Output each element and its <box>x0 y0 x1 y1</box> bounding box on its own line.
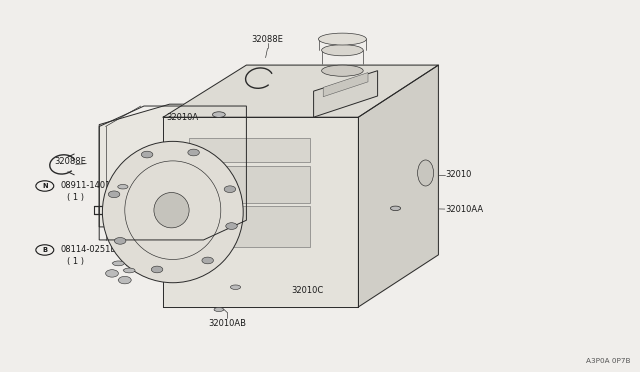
Text: ( 1 ): ( 1 ) <box>67 257 84 266</box>
Text: 32088E: 32088E <box>54 157 86 166</box>
Text: 32010A: 32010A <box>166 113 198 122</box>
Polygon shape <box>189 166 310 203</box>
Circle shape <box>224 186 236 193</box>
Text: 32010: 32010 <box>445 170 471 179</box>
Polygon shape <box>189 138 310 162</box>
Ellipse shape <box>113 261 124 266</box>
Polygon shape <box>358 65 438 307</box>
Text: B: B <box>42 247 47 253</box>
Ellipse shape <box>319 33 367 45</box>
Ellipse shape <box>102 141 243 283</box>
Text: 32010C: 32010C <box>291 286 323 295</box>
Text: A3P0A 0P7B: A3P0A 0P7B <box>586 358 630 364</box>
Circle shape <box>141 151 153 158</box>
Circle shape <box>188 149 199 156</box>
Polygon shape <box>323 73 368 97</box>
Circle shape <box>118 276 131 284</box>
Ellipse shape <box>118 185 128 189</box>
Ellipse shape <box>212 112 225 118</box>
Circle shape <box>202 257 213 264</box>
Ellipse shape <box>322 65 364 76</box>
Ellipse shape <box>214 307 224 312</box>
Circle shape <box>226 223 237 230</box>
Ellipse shape <box>154 193 189 228</box>
Polygon shape <box>99 104 246 227</box>
Ellipse shape <box>322 45 364 56</box>
Ellipse shape <box>390 206 401 211</box>
Text: 32088E: 32088E <box>252 35 284 44</box>
Polygon shape <box>314 71 378 117</box>
Circle shape <box>151 266 163 273</box>
Polygon shape <box>189 206 310 247</box>
Ellipse shape <box>124 268 135 273</box>
Ellipse shape <box>230 285 241 289</box>
Text: 32010AA: 32010AA <box>445 205 483 214</box>
Polygon shape <box>163 65 438 117</box>
Circle shape <box>106 270 118 277</box>
Circle shape <box>108 191 120 198</box>
Text: ( 1 ): ( 1 ) <box>67 193 84 202</box>
Text: 08911-1401A: 08911-1401A <box>61 182 117 190</box>
Text: 08114-0251B: 08114-0251B <box>61 246 117 254</box>
Ellipse shape <box>418 160 434 186</box>
Polygon shape <box>163 117 358 307</box>
Circle shape <box>115 237 126 244</box>
Text: 32010AB: 32010AB <box>208 319 246 328</box>
Text: N: N <box>42 183 47 189</box>
